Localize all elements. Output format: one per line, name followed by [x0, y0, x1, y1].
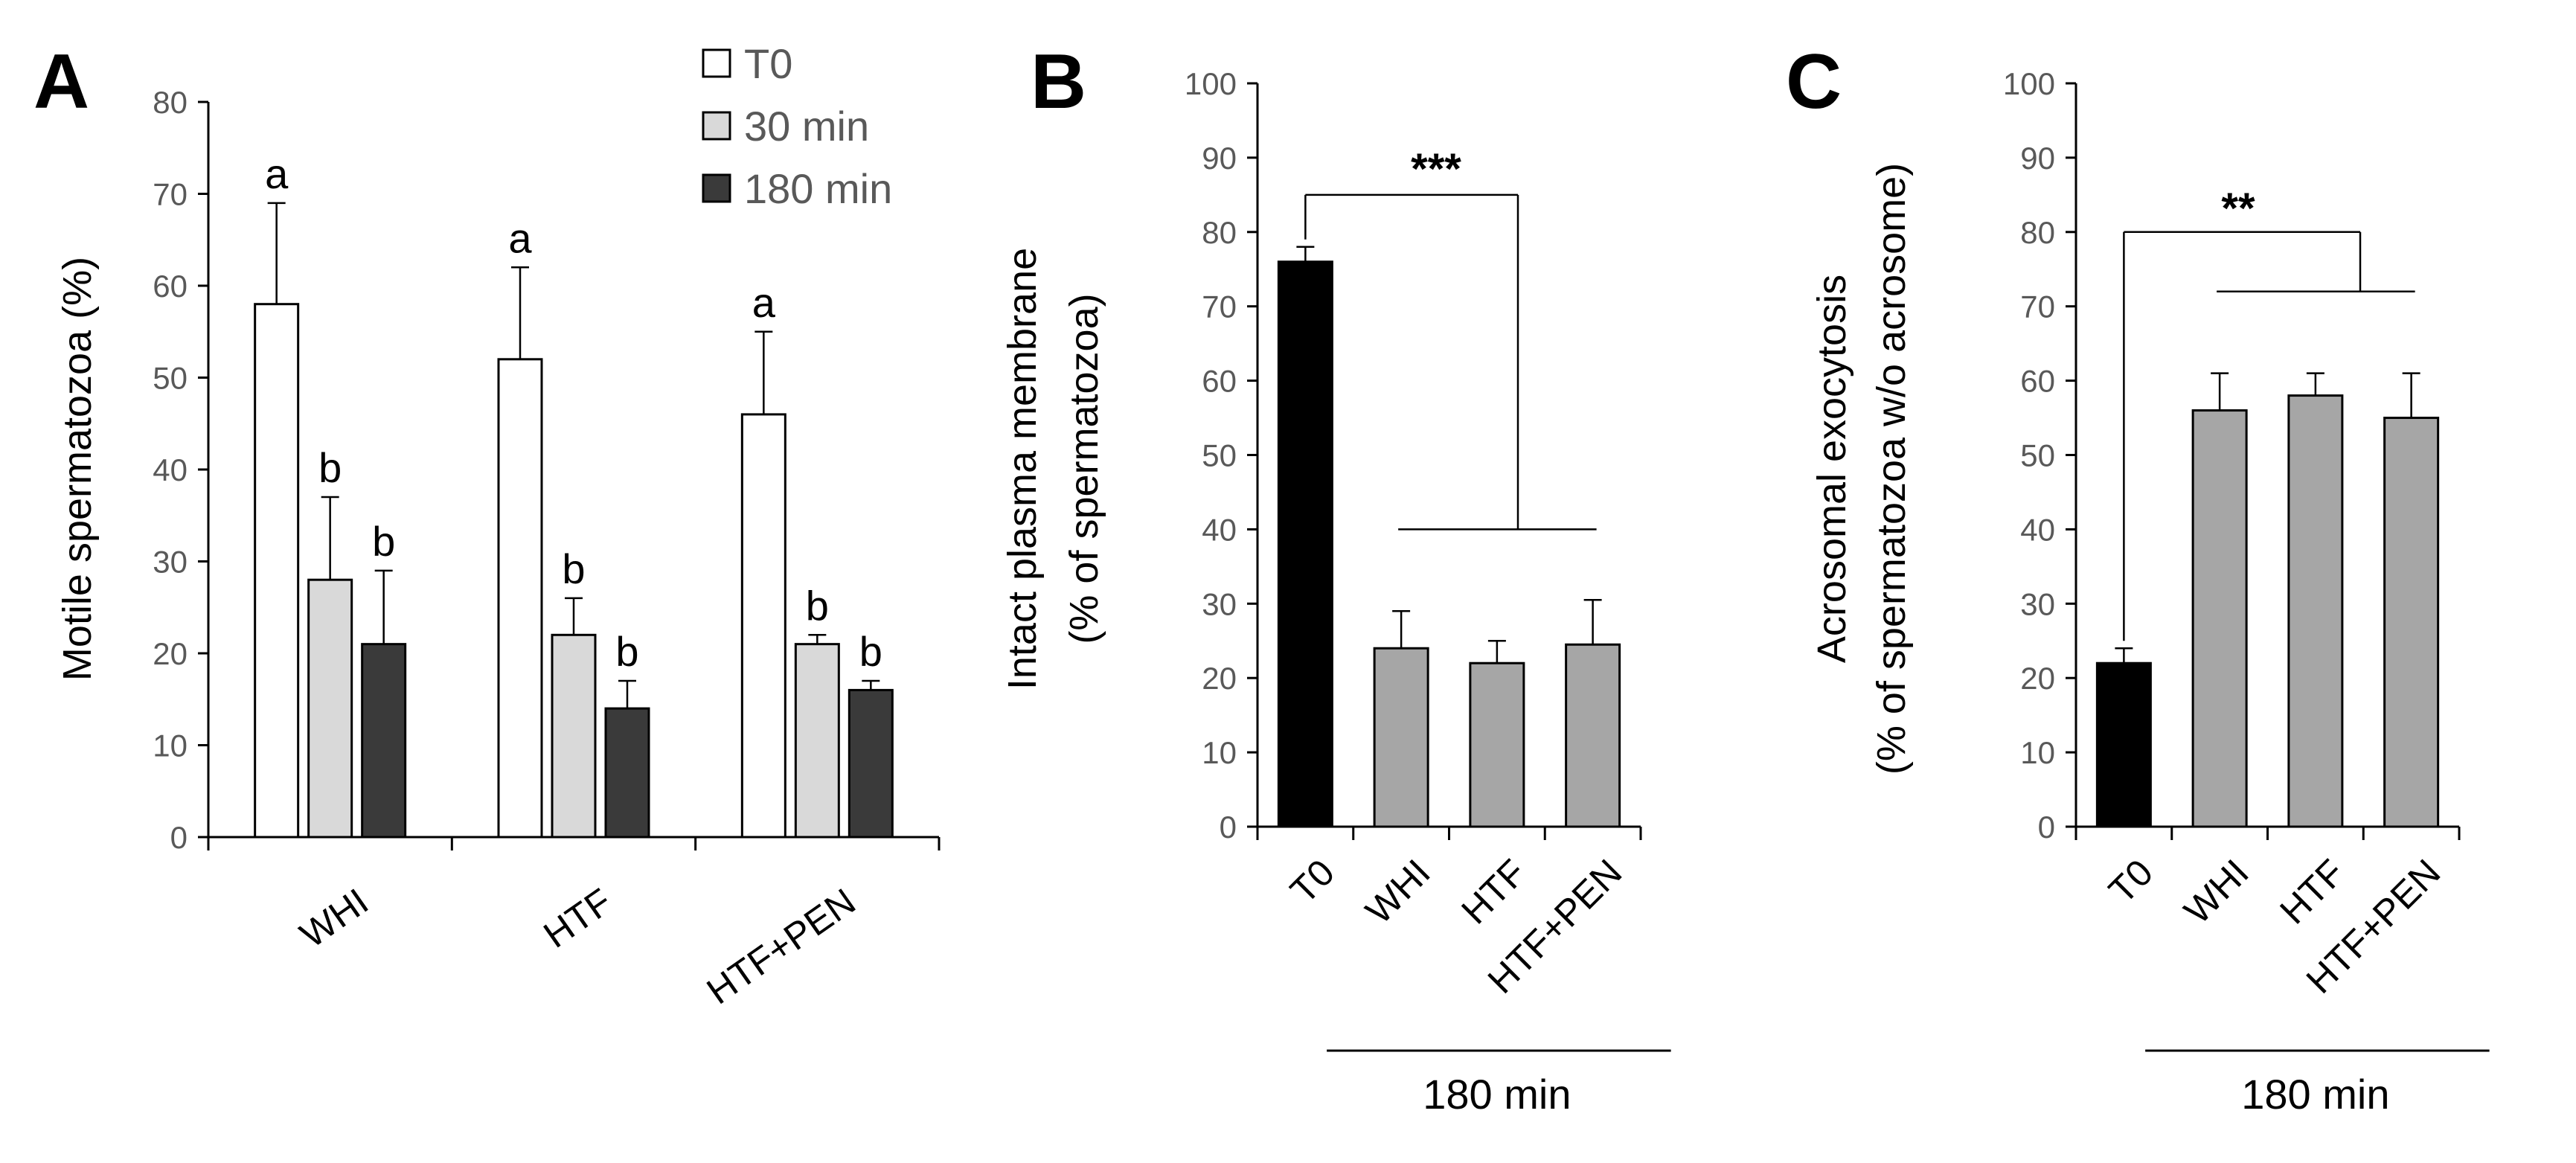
panel-a-sig-letter: b — [318, 444, 342, 491]
panel-c-bar — [2191, 409, 2248, 828]
panel-c-bar — [2287, 394, 2344, 828]
panel-c-annotations: 180 min ** — [2123, 185, 2490, 1118]
panel-b-letter: B — [1031, 39, 1086, 125]
panel-a-legend: T0 30 min 180 min — [702, 40, 892, 212]
panel-b-bar — [1373, 647, 1429, 828]
panel-c-y-tick-label: 40 — [2020, 512, 2055, 547]
panel-b-y-tick-label: 20 — [1202, 661, 1237, 696]
panel-a-bar — [740, 413, 786, 839]
panel-b-y-tick-label: 100 — [1185, 66, 1237, 101]
panel-a-legend-label: 30 min — [744, 103, 869, 150]
panel-b-bar — [1469, 661, 1525, 828]
panel-a-bar — [551, 633, 597, 839]
panel-a: A Motile spermatozoa (%) 0 10 20 30 40 50 60 70… — [33, 39, 941, 1012]
panel-b-category-label: HTF — [1453, 851, 1534, 932]
panel-c-y-tick-label: 30 — [2020, 586, 2055, 621]
panel-c-y-tick-label: 0 — [2038, 810, 2055, 845]
panel-b-y-tick-label: 10 — [1202, 735, 1237, 770]
panel-a-category-label: WHI — [292, 880, 376, 956]
panel-c-y-tick-label: 80 — [2020, 215, 2055, 250]
panel-c-bar — [2095, 661, 2152, 828]
panel-c: C Acrosomal exocytosis (% of spermatozoa… — [1786, 39, 2490, 1118]
panel-a-sig-letter: b — [859, 628, 882, 675]
panel-a-letter: A — [33, 39, 89, 125]
panel-b-y-tick-label: 70 — [1202, 289, 1237, 324]
panel-a-sig-letter: a — [265, 150, 289, 197]
panel-a-legend-label: 180 min — [744, 165, 892, 212]
panel-a-y-tick-label: 60 — [153, 269, 188, 304]
panel-c-y-tick-label: 100 — [2003, 66, 2055, 101]
panel-b: B Intact plasma membrane (% of spermatoz… — [1000, 39, 1671, 1118]
panel-a-category-label: HTF — [536, 880, 620, 956]
panel-b-y-tick-label: 60 — [1202, 364, 1237, 399]
panel-b-ylabel-line2: (% of spermatozoa) — [1062, 293, 1106, 644]
panel-c-y-tick-label: 20 — [2020, 661, 2055, 696]
panel-b-ylabel-line1: Intact plasma membrane — [1000, 248, 1045, 690]
panel-a-y-tick-label: 20 — [153, 636, 188, 671]
panel-c-category-label: WHI — [2176, 851, 2257, 932]
panel-b-group-label: 180 min — [1423, 1071, 1571, 1118]
panel-c-bar — [2383, 417, 2440, 828]
panel-a-legend-swatch — [702, 48, 731, 78]
panel-a-bar — [497, 358, 543, 839]
panel-c-y-tick-label: 50 — [2020, 438, 2055, 473]
panel-a-y-tick-label: 80 — [153, 85, 188, 120]
panel-b-y-tick-label: 90 — [1202, 141, 1237, 176]
panel-b-significance: *** — [1411, 145, 1461, 193]
panel-a-y-tick-label: 70 — [153, 177, 188, 212]
panel-b-bar — [1565, 643, 1621, 828]
panel-c-category-label: HTF — [2272, 851, 2352, 932]
panel-c-y-tick-label: 60 — [2020, 364, 2055, 399]
panel-a-sig-letter: b — [372, 518, 395, 565]
panel-a-legend-swatch — [702, 173, 731, 203]
panel-c-letter: C — [1786, 39, 1842, 125]
panel-b-category-label: WHI — [1358, 851, 1438, 932]
panel-a-sig-letter: b — [806, 582, 829, 629]
panel-b-y-tick-label: 50 — [1202, 438, 1237, 473]
panel-b-y-tick-label: 30 — [1202, 586, 1237, 621]
panel-c-y-tick-label: 70 — [2020, 289, 2055, 324]
panel-a-legend-swatch — [702, 111, 731, 141]
panel-a-y-tick-label: 0 — [170, 820, 188, 855]
panel-b-y-tick-label: 40 — [1202, 512, 1237, 547]
panel-a-sig-letter: b — [562, 545, 585, 592]
panel-b-bar — [1277, 260, 1333, 828]
panel-b-annotations: 180 min *** — [1304, 145, 1671, 1118]
panel-a-sig-letter: a — [508, 214, 532, 261]
panel-a-legend-label: T0 — [744, 40, 792, 87]
panel-c-group-label: 180 min — [2241, 1071, 2389, 1118]
panel-a-bar — [361, 643, 407, 839]
panel-a-bar — [848, 688, 894, 839]
panel-a-bar — [254, 303, 300, 839]
panel-a-sig-letter: a — [752, 279, 776, 326]
panel-a-y-tick-label: 50 — [153, 361, 188, 396]
panel-a-bar — [604, 707, 650, 839]
panel-a-y-tick-label: 30 — [153, 545, 188, 580]
panel-c-ylabel-line2: (% of spermatozoa w/o acrosome) — [1869, 163, 1914, 775]
panel-c-y-tick-label: 10 — [2020, 735, 2055, 770]
panel-a-bar — [794, 643, 840, 839]
panel-c-category-label: T0 — [2101, 851, 2161, 912]
panel-a-bar — [307, 578, 353, 839]
panel-a-y-tick-label: 40 — [153, 452, 188, 487]
panel-a-ylabel: Motile spermatozoa (%) — [55, 257, 100, 681]
panel-c-significance: ** — [2221, 185, 2255, 233]
panel-a-sig-letter: b — [615, 628, 638, 675]
panel-b-y-tick-label: 0 — [1220, 810, 1237, 845]
panel-b-category-label: T0 — [1282, 851, 1342, 912]
panel-b-y-tick-label: 80 — [1202, 215, 1237, 250]
panel-a-category-label: HTF+PEN — [699, 880, 863, 1012]
panel-a-y-tick-label: 10 — [153, 728, 188, 763]
panel-c-ylabel-line1: Acrosomal exocytosis — [1810, 275, 1854, 663]
panel-c-y-tick-label: 90 — [2020, 141, 2055, 176]
